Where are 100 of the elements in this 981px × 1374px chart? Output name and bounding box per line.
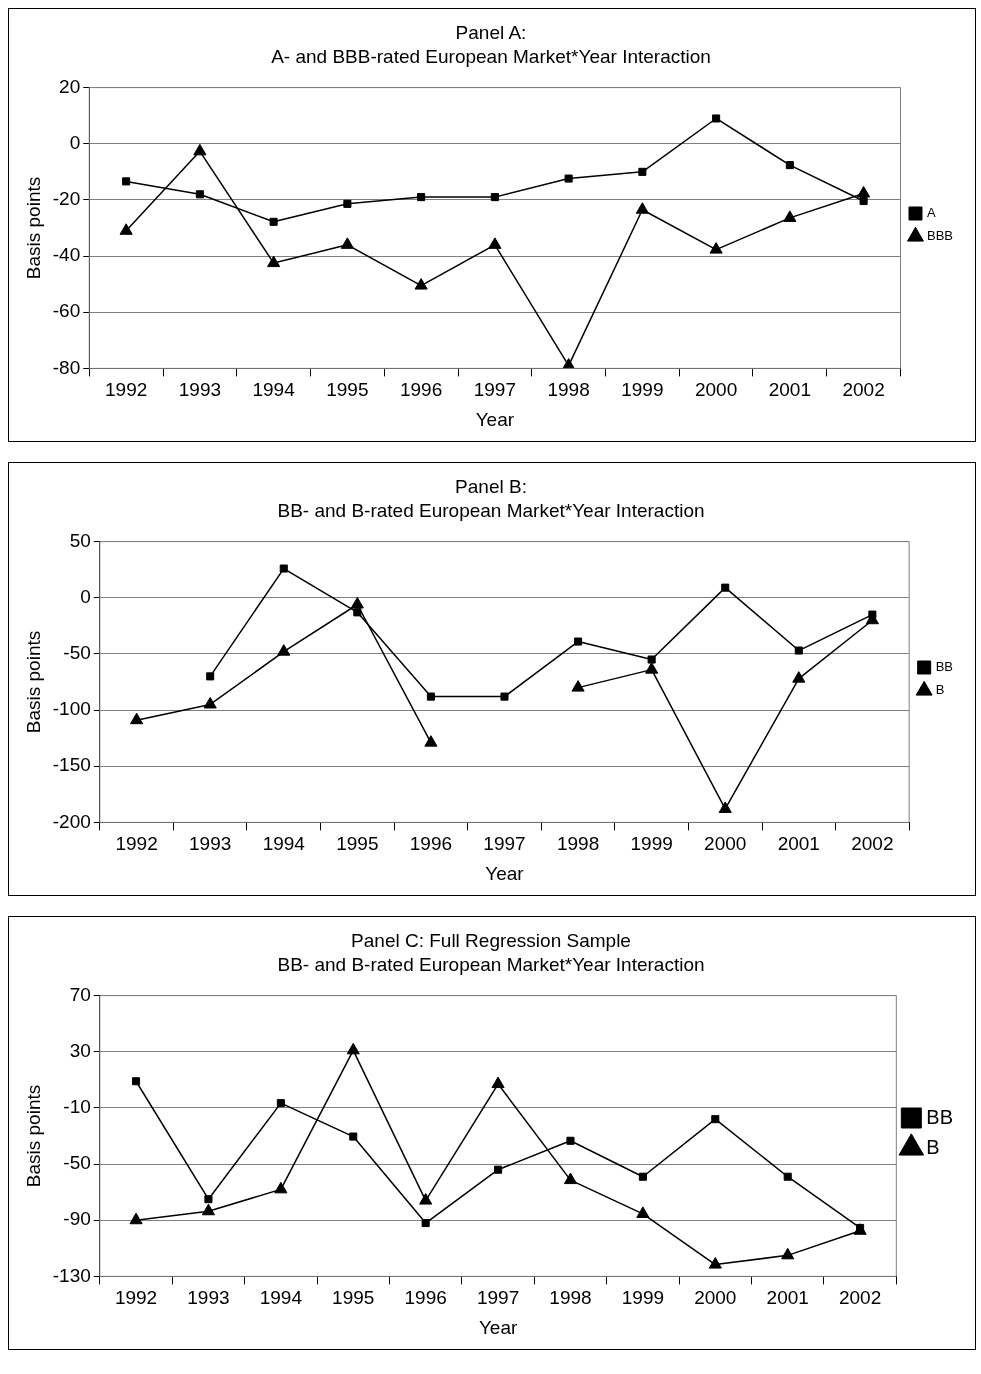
point	[783, 1172, 792, 1181]
point	[645, 662, 659, 674]
point	[500, 692, 509, 701]
x-tick-label: 1999	[621, 379, 664, 401]
point	[566, 1136, 575, 1145]
x-tick-label: 2002	[838, 1287, 882, 1309]
y-tick-label: -80	[52, 356, 81, 378]
x-tick-label: 1998	[547, 379, 590, 401]
point	[783, 210, 797, 222]
point	[563, 1172, 578, 1185]
point	[426, 692, 435, 701]
x-tick-label: 1995	[332, 1287, 375, 1309]
point	[349, 1132, 358, 1141]
x-tick-label: 1994	[259, 1287, 303, 1309]
x-tick-label: 1999	[621, 1287, 665, 1309]
x-tick-label: 1997	[483, 833, 526, 855]
point	[638, 1172, 647, 1181]
point	[276, 1099, 285, 1108]
y-tick-label: -200	[52, 810, 91, 832]
chart-title: Panel A:	[455, 21, 527, 43]
x-tick-label: 1992	[114, 1287, 158, 1309]
chart-title: Panel B:	[455, 475, 527, 497]
legend-label: BB	[935, 659, 953, 675]
point	[635, 202, 649, 214]
y-tick-label: -50	[63, 642, 91, 664]
y-axis-title: Basis points	[22, 1084, 44, 1188]
x-tick-label: 1993	[187, 1287, 230, 1309]
point	[417, 193, 426, 202]
point	[488, 237, 502, 249]
point	[203, 696, 217, 709]
y-tick-label: 0	[69, 131, 81, 153]
point	[859, 197, 868, 206]
y-tick-label: -130	[52, 1264, 91, 1286]
y-tick-label: 70	[69, 983, 91, 1005]
y-tick-label: -60	[52, 300, 81, 322]
point	[709, 242, 723, 254]
point	[857, 185, 871, 198]
point	[868, 610, 877, 619]
x-tick-label: 2000	[704, 833, 747, 855]
point	[419, 1193, 433, 1205]
point	[132, 1077, 141, 1086]
y-tick-label: 30	[69, 1039, 91, 1061]
point	[562, 358, 576, 369]
y-tick-label: -100	[52, 698, 91, 720]
x-tick-label: 1995	[326, 379, 369, 401]
point	[711, 1115, 720, 1124]
point	[721, 583, 730, 592]
point	[204, 1195, 213, 1204]
point	[267, 255, 281, 268]
x-tick-label: 2001	[768, 379, 812, 401]
point	[781, 1247, 795, 1260]
chart-subtitle: A- and BBB-rated European Market*Year Interaction	[271, 46, 711, 68]
y-tick-label: 0	[80, 585, 91, 607]
point	[122, 177, 131, 186]
y-tick-label: 20	[59, 75, 81, 97]
legend-label: B	[935, 682, 945, 698]
point	[193, 143, 207, 156]
y-tick-label: -40	[52, 244, 81, 266]
y-tick-label: -20	[52, 188, 81, 210]
x-tick-label: 1993	[178, 379, 222, 401]
x-tick-label: 1996	[404, 1287, 447, 1309]
y-tick-label: 50	[69, 529, 91, 551]
point	[638, 167, 647, 176]
x-tick-label: 1994	[252, 379, 296, 401]
x-tick-label: 2000	[694, 1287, 737, 1309]
point	[785, 161, 794, 170]
y-tick-label: -50	[63, 1152, 91, 1174]
point	[119, 223, 133, 235]
point	[718, 801, 732, 813]
legend-label: BBB	[926, 228, 953, 244]
x-tick-label: 1993	[189, 833, 232, 855]
x-tick-label: 1994	[262, 833, 306, 855]
point	[490, 193, 499, 202]
x-tick-label: 2002	[842, 379, 885, 401]
point	[414, 278, 428, 290]
x-tick-label: 1996	[409, 833, 453, 855]
chart-subtitle: BB- and B-rated European Market*Year Interaction	[277, 954, 705, 976]
y-tick-label: -150	[52, 754, 91, 776]
x-tick-label: 1992	[115, 833, 158, 855]
x-tick-label: 1997	[476, 1287, 520, 1309]
point	[574, 637, 583, 646]
point	[571, 680, 585, 692]
y-axis-title: Basis points	[22, 630, 44, 734]
point	[636, 1206, 650, 1218]
x-tick-label: 1995	[336, 833, 379, 855]
point	[647, 655, 656, 664]
legend-label: A	[926, 205, 936, 221]
chart-subtitle: BB- and B-rated European Market*Year Interaction	[277, 500, 705, 522]
x-tick-label: 2000	[694, 379, 738, 401]
x-tick-label: 1997	[473, 379, 517, 401]
point	[353, 608, 362, 617]
point	[421, 1219, 430, 1228]
point	[491, 1076, 505, 1089]
x-axis-title: Year	[478, 1316, 518, 1338]
x-tick-label: 1999	[630, 833, 673, 855]
point	[274, 1181, 288, 1194]
y-tick-label: -90	[63, 1208, 91, 1230]
point	[564, 174, 573, 183]
point	[794, 646, 803, 655]
y-axis-title: Basis points	[22, 176, 44, 280]
